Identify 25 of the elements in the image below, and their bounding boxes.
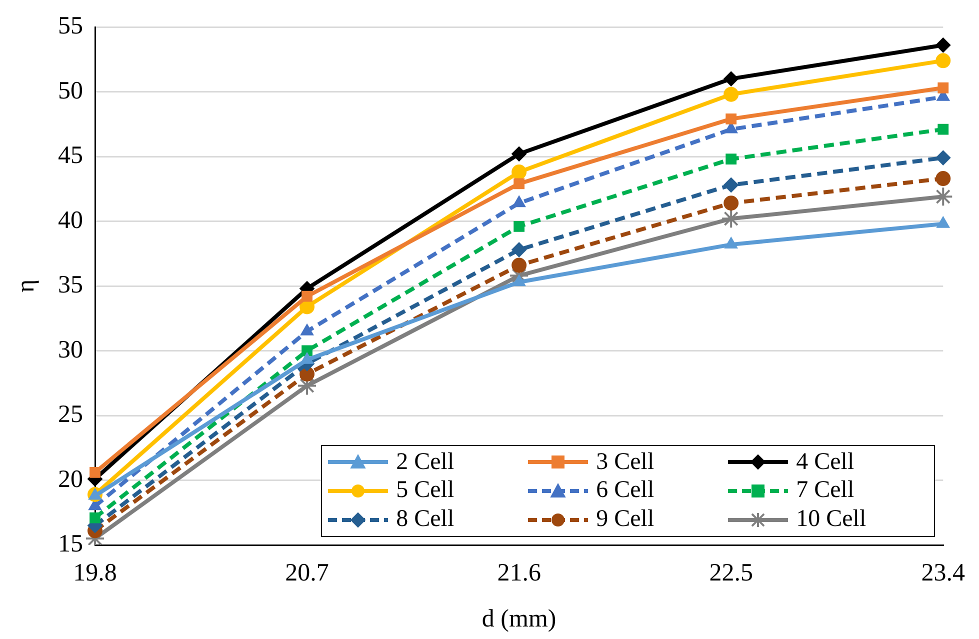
legend-label: 6 Cell: [596, 476, 654, 506]
y-tick-label: 20: [58, 466, 83, 493]
x-tick-label: 23.4: [921, 560, 966, 587]
legend-label: 10 Cell: [796, 505, 866, 534]
y-tick-label: 35: [58, 272, 83, 299]
legend-label: 5 Cell: [396, 476, 454, 506]
y-tick-label: 55: [58, 12, 83, 40]
legend-label: 2 Cell: [396, 448, 454, 476]
x-tick-label: 22.5: [709, 560, 753, 587]
x-axis-title: d (mm): [482, 606, 556, 633]
legend-label: 4 Cell: [796, 448, 854, 476]
x-tick-label: 21.6: [497, 560, 541, 587]
legend-label: 3 Cell: [596, 448, 654, 476]
legend-label: 9 Cell: [596, 505, 654, 534]
legend-label: 7 Cell: [796, 476, 854, 506]
y-tick-label: 40: [58, 206, 83, 234]
y-axis-title: η: [12, 279, 40, 293]
y-tick-label: 25: [58, 401, 83, 428]
y-tick-label: 15: [58, 530, 83, 558]
y-tick-label: 50: [58, 77, 83, 104]
y-tick-label: 45: [58, 142, 83, 170]
x-tick-label: 20.7: [285, 560, 329, 587]
x-tick-label: 19.8: [73, 560, 117, 587]
legend-label: 8 Cell: [396, 505, 454, 534]
y-tick-label: 30: [58, 336, 83, 364]
